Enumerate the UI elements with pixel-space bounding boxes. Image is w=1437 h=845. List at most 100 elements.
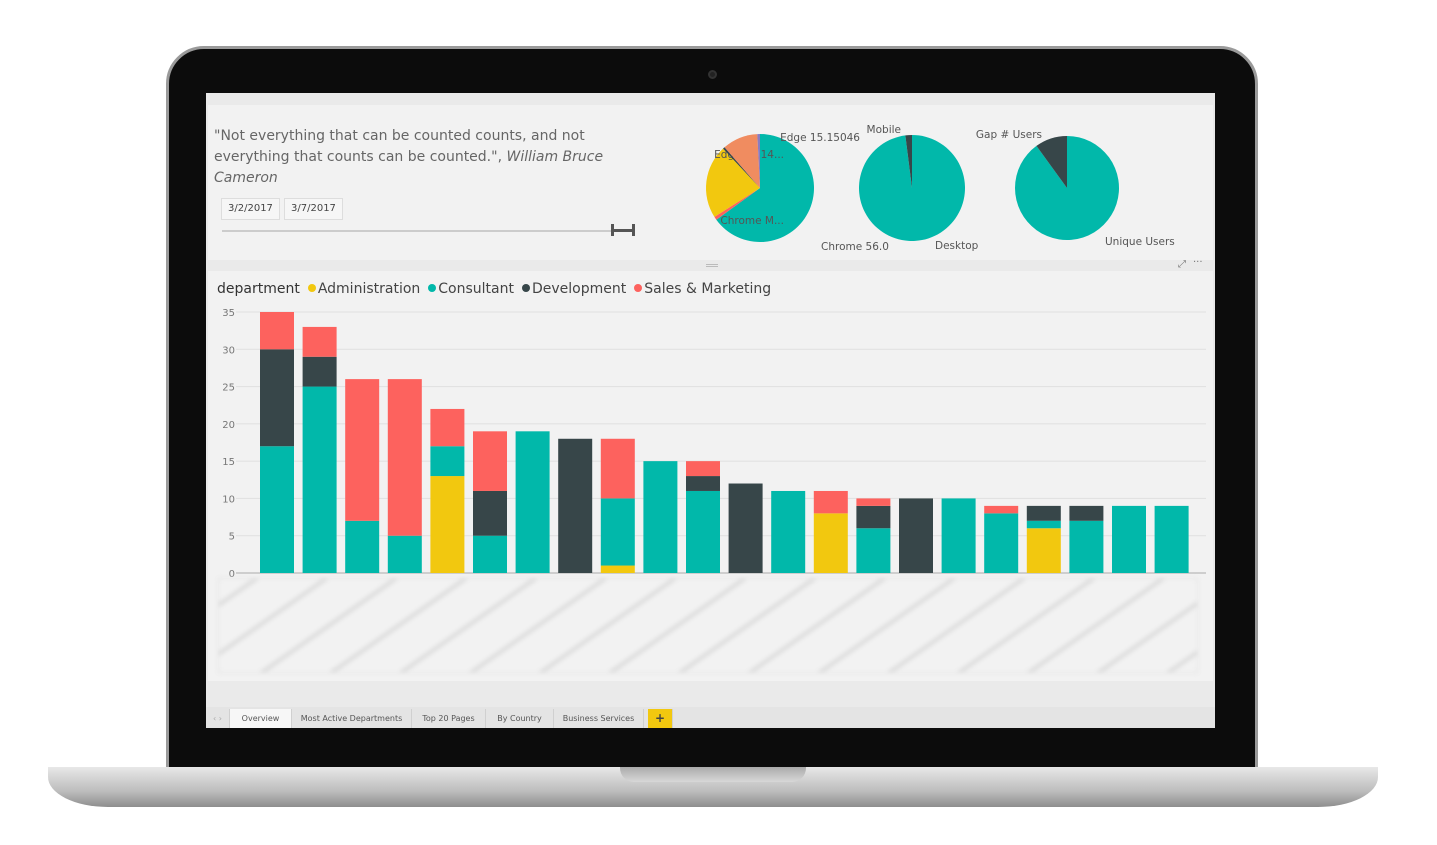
bar-segment[interactable] <box>899 498 933 573</box>
bar-segment[interactable] <box>430 408 465 447</box>
legend-item[interactable]: Administration <box>300 281 420 297</box>
bar-stack[interactable] <box>387 379 422 573</box>
bar-segment[interactable] <box>1069 520 1104 573</box>
bar-segment[interactable] <box>387 535 422 573</box>
tab-scroll-arrows[interactable]: ‹ › <box>206 709 230 728</box>
legend-label: Consultant <box>438 281 514 297</box>
bar-segment[interactable] <box>771 490 806 573</box>
bar-stack[interactable] <box>302 326 337 573</box>
resize-grip-icon[interactable] <box>706 264 718 267</box>
bar-segment[interactable] <box>856 528 891 573</box>
bar-stack[interactable] <box>558 438 593 573</box>
bar-segment[interactable] <box>600 565 635 573</box>
tab-overview[interactable]: Overview <box>230 709 292 728</box>
bar-stack[interactable] <box>643 461 678 573</box>
tab-most-active-departments[interactable]: Most Active Departments <box>292 709 412 728</box>
stacked-bar-chart: 0 5 10 15 20 25 30 35 <box>222 308 1206 580</box>
bar-segment[interactable] <box>856 505 891 529</box>
bar-segment[interactable] <box>856 498 891 506</box>
bar-segment[interactable] <box>813 490 848 514</box>
bar-stack[interactable] <box>728 483 763 573</box>
bar-segment[interactable] <box>473 431 507 491</box>
bar-segment[interactable] <box>686 476 720 491</box>
pie-slice[interactable] <box>716 134 814 242</box>
pie-slice[interactable] <box>723 147 760 188</box>
bar-stack[interactable] <box>1026 505 1061 573</box>
bar-segment[interactable] <box>260 312 294 350</box>
legend-item[interactable]: Development <box>514 281 626 297</box>
bar-segment[interactable] <box>643 461 678 573</box>
bar-segment[interactable] <box>430 476 465 573</box>
date-slider-track[interactable] <box>222 230 634 232</box>
legend-item[interactable]: Sales & Marketing <box>626 281 771 297</box>
bar-segment[interactable] <box>473 490 507 536</box>
bar-stack[interactable] <box>260 312 294 573</box>
bar-segment[interactable] <box>302 326 337 357</box>
pie-label: Desktop <box>935 240 979 252</box>
bar-stack[interactable] <box>1154 505 1189 573</box>
bar-segment[interactable] <box>260 349 294 447</box>
start-date-input[interactable]: 3/2/2017 <box>221 198 280 220</box>
bar-stack[interactable] <box>856 498 891 573</box>
bar-segment[interactable] <box>345 379 380 521</box>
pie-slice[interactable] <box>706 148 760 217</box>
bar-segment[interactable] <box>728 483 763 573</box>
bar-stack[interactable] <box>899 498 933 573</box>
pie-users[interactable]: Unique Users Gap # Users <box>976 129 1175 248</box>
bar-segment[interactable] <box>387 379 422 536</box>
bar-segment[interactable] <box>302 356 337 387</box>
tab-by-country[interactable]: By Country <box>486 709 554 728</box>
bar-stack[interactable] <box>345 379 380 573</box>
bar-segment[interactable] <box>600 498 635 566</box>
bar-segment[interactable] <box>984 513 1019 573</box>
bar-stack[interactable] <box>984 505 1019 573</box>
bar-stack[interactable] <box>515 431 550 573</box>
slider-handle-icon[interactable] <box>610 223 636 237</box>
bar-segment[interactable] <box>1069 505 1104 521</box>
tab-top-20-pages[interactable]: Top 20 Pages <box>412 709 486 728</box>
bar-segment[interactable] <box>345 520 380 573</box>
bar-segment[interactable] <box>1154 505 1189 573</box>
bar-segment[interactable] <box>473 535 507 573</box>
add-page-button[interactable]: + <box>648 709 673 728</box>
bar-segment[interactable] <box>600 438 635 499</box>
bar-segment[interactable] <box>558 438 593 573</box>
legend-item[interactable]: Consultant <box>420 281 514 297</box>
bar-stack[interactable] <box>1069 505 1104 573</box>
bar-segment[interactable] <box>1112 505 1146 573</box>
bar-segment[interactable] <box>1026 505 1061 521</box>
bar-segment[interactable] <box>984 505 1019 514</box>
bar-segment[interactable] <box>302 386 337 573</box>
bar-segment[interactable] <box>686 461 720 477</box>
pie-slice[interactable] <box>714 188 760 220</box>
focus-mode-icon[interactable]: ⤢ <box>1178 259 1186 270</box>
bar-segment[interactable] <box>941 498 976 573</box>
bar-stack[interactable] <box>600 438 635 573</box>
pie-slice[interactable] <box>757 134 760 188</box>
bar-segment[interactable] <box>260 446 294 573</box>
end-date-input[interactable]: 3/7/2017 <box>284 198 343 220</box>
bar-segment[interactable] <box>686 490 720 573</box>
y-tick-label: 15 <box>222 457 235 468</box>
bar-segment[interactable] <box>515 431 550 573</box>
bar-stack[interactable] <box>473 431 507 573</box>
bar-stack[interactable] <box>1112 505 1146 573</box>
bar-stack[interactable] <box>430 408 465 573</box>
bar-segment[interactable] <box>430 446 465 477</box>
bar-stack[interactable] <box>686 461 720 573</box>
y-tick-label: 30 <box>222 345 235 356</box>
bar-stack[interactable] <box>771 490 806 573</box>
pie-slice[interactable] <box>1036 136 1067 188</box>
bar-stack[interactable] <box>941 498 976 573</box>
bar-segment[interactable] <box>1026 520 1061 529</box>
bar-stack[interactable] <box>813 490 848 573</box>
bar-segment[interactable] <box>813 513 848 573</box>
tab-business-services[interactable]: Business Services <box>554 709 644 728</box>
pie-slice[interactable] <box>905 135 912 188</box>
pie-device[interactable]: Desktop Mobile <box>859 124 979 252</box>
more-options-icon[interactable]: ··· <box>1193 257 1203 268</box>
bar-segment[interactable] <box>1026 528 1061 573</box>
pie-slice[interactable] <box>724 134 760 188</box>
